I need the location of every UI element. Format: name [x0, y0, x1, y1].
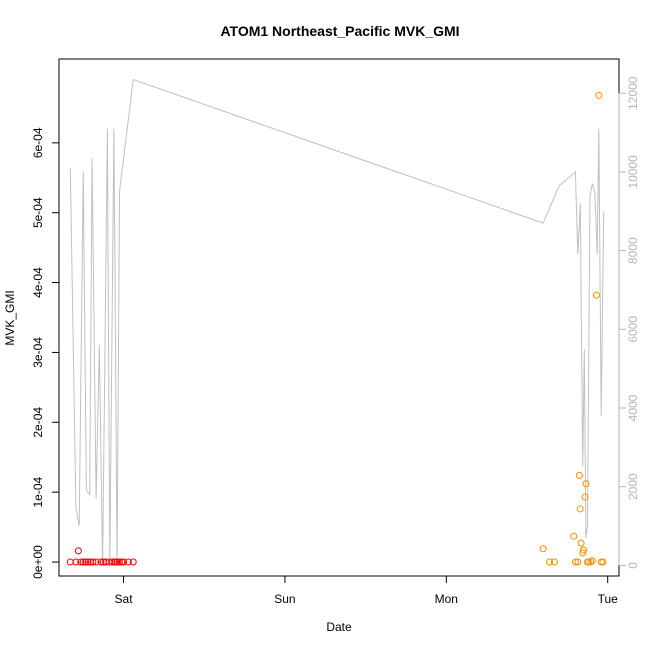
- x-tick-label: Sun: [274, 592, 295, 606]
- y-right-tick-label: 8000: [626, 237, 640, 264]
- data-point: [587, 558, 595, 566]
- data-point: [546, 558, 554, 566]
- data-point: [116, 558, 124, 566]
- data-point: [574, 558, 582, 566]
- data-point: [97, 558, 105, 566]
- data-point: [84, 558, 92, 566]
- data-point: [120, 558, 128, 566]
- data-point: [584, 558, 592, 566]
- data-point: [575, 471, 583, 479]
- x-tick-label: Mon: [435, 592, 458, 606]
- y-right-tick-label: 0: [626, 562, 640, 569]
- x-axis-label: Date: [326, 620, 352, 634]
- y-left-tick-label: 5e-04: [31, 197, 45, 228]
- y-axis-left: 0e+00 1e-04 2e-04 3e-04 4e-04 5e-04 6e-04: [31, 127, 60, 579]
- data-point: [581, 493, 589, 501]
- data-point: [129, 558, 137, 566]
- data-point: [577, 539, 585, 547]
- x-tick-label: Sat: [115, 592, 134, 606]
- y-right-tick-label: 6000: [626, 316, 640, 343]
- chart-title: ATOM1 Northeast_Pacific MVK_GMI: [220, 23, 459, 39]
- data-point: [72, 558, 80, 566]
- y-left-tick-label: 6e-04: [31, 127, 45, 158]
- y-right-tick-label: 4000: [626, 394, 640, 421]
- x-axis: Sat Sun Mon Tue: [115, 575, 619, 606]
- data-point: [588, 557, 596, 565]
- y-left-tick-label: 3e-04: [31, 337, 45, 368]
- data-point: [92, 558, 100, 566]
- y-axis-label: MVK_GMI: [3, 290, 17, 345]
- y-left-tick-label: 4e-04: [31, 267, 45, 298]
- series-line: [69, 78, 605, 566]
- y-right-tick-label: 10000: [626, 155, 640, 189]
- data-point: [579, 546, 587, 554]
- data-point: [570, 532, 578, 540]
- data-point: [576, 505, 584, 513]
- data-points-group: [66, 91, 607, 566]
- data-point: [79, 558, 87, 566]
- data-point: [124, 558, 132, 566]
- data-point: [579, 549, 587, 557]
- y-axis-right: 0 2000 4000 6000 8000 10000 12000: [618, 76, 640, 569]
- y-left-tick-label: 2e-04: [31, 407, 45, 438]
- data-point: [595, 91, 603, 99]
- data-point: [89, 558, 97, 566]
- y-right-tick-label: 12000: [626, 76, 640, 110]
- data-point: [77, 558, 85, 566]
- right-axis-series-line-group: [69, 78, 605, 566]
- data-point: [592, 291, 600, 299]
- data-point: [539, 545, 547, 553]
- data-point: [82, 558, 90, 566]
- y-left-tick-label: 0e+00: [31, 545, 45, 579]
- data-point: [599, 558, 607, 566]
- y-right-tick-label: 2000: [626, 473, 640, 500]
- data-point: [582, 480, 590, 488]
- data-point: [111, 558, 119, 566]
- data-point: [550, 558, 558, 566]
- data-point: [108, 558, 116, 566]
- y-left-tick-label: 1e-04: [31, 476, 45, 507]
- data-point: [74, 547, 82, 555]
- x-tick-label: Tue: [598, 592, 619, 606]
- data-point: [571, 558, 579, 566]
